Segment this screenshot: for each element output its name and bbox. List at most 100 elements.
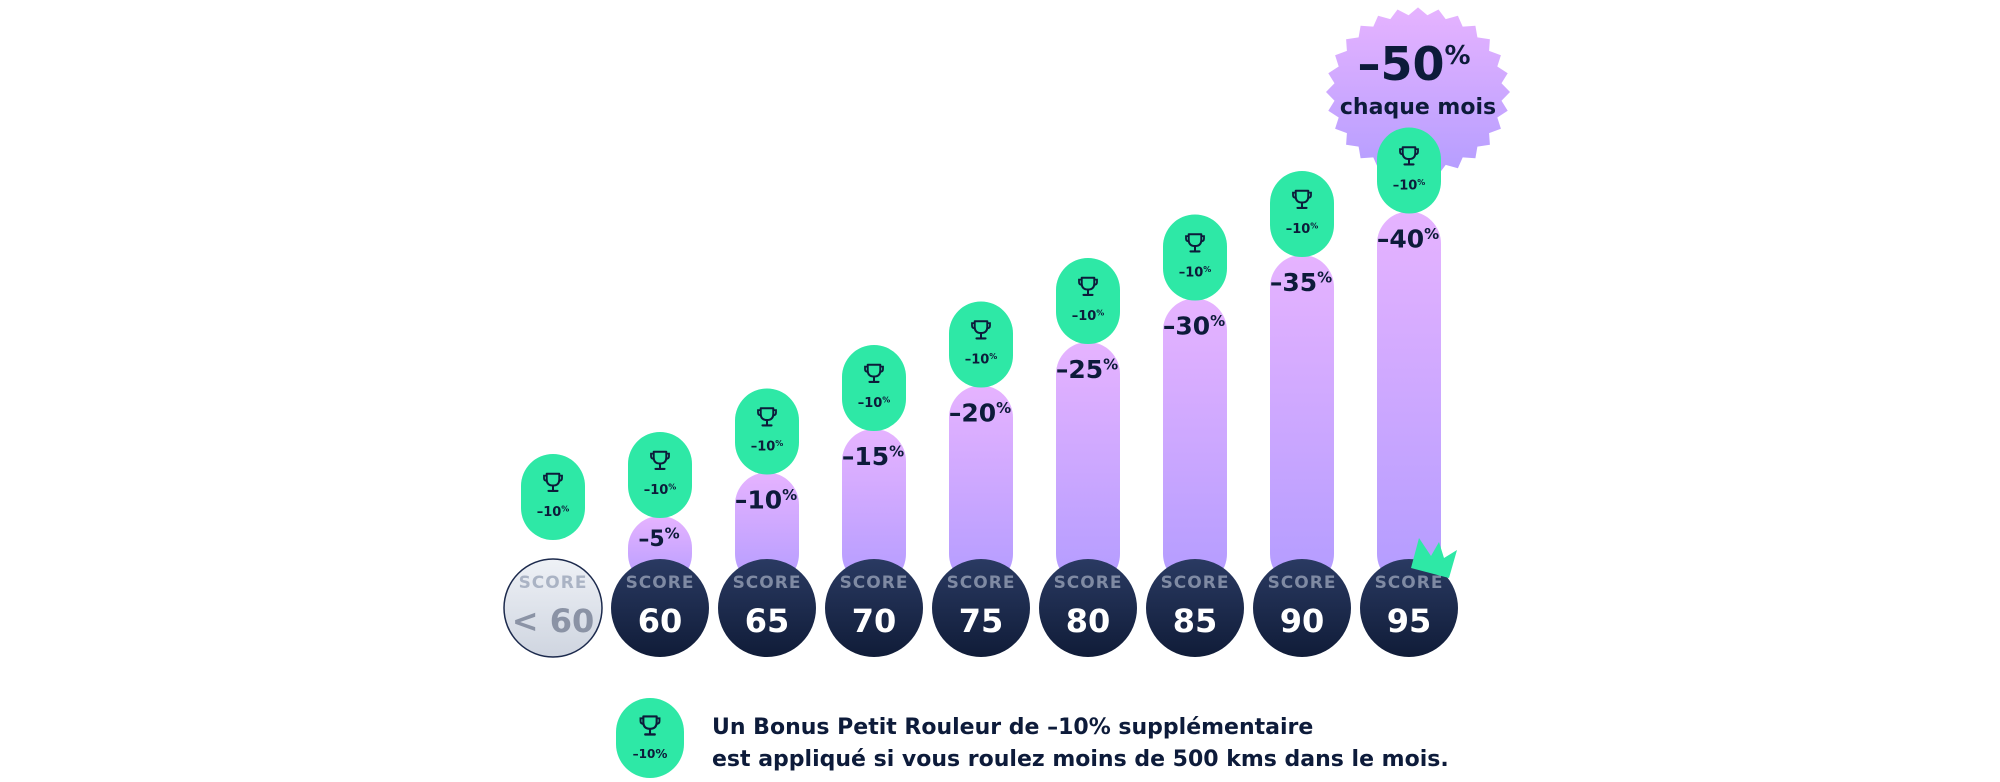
- score-circle: [718, 559, 816, 657]
- highlight-value-unit: %: [1444, 41, 1470, 71]
- bonus-label: –10%: [1179, 265, 1212, 281]
- bar-label: –10%: [735, 486, 797, 515]
- bonus-label: –10%: [1393, 178, 1426, 194]
- legend: –10% Un Bonus Petit Rouleur de –10% supp…: [616, 698, 1516, 778]
- bar-label-unit: %: [1317, 268, 1332, 286]
- bonus-pill: [949, 301, 1013, 388]
- trophy-handle-left: [1078, 278, 1083, 286]
- bonus-label: –10%: [1286, 221, 1319, 237]
- legend-line-1: Un Bonus Petit Rouleur de –10% supplémen…: [712, 715, 1314, 740]
- score-circle: [1360, 559, 1458, 657]
- bonus-label-unit: %: [668, 482, 676, 491]
- trophy-handle-right: [1093, 278, 1098, 286]
- bar-label-value: –5: [638, 527, 664, 552]
- score-value: 85: [1173, 602, 1218, 640]
- score-caption: SCORE: [626, 573, 695, 593]
- bonus-label-unit: %: [1203, 265, 1211, 274]
- bonus-pill: [1270, 171, 1334, 257]
- bonus-pill: [1163, 214, 1227, 301]
- legend-pill: [616, 698, 684, 778]
- score-value: 65: [745, 602, 790, 640]
- bar-label: –15%: [842, 442, 904, 471]
- score-circle: [503, 558, 603, 658]
- legend-bonus-badge: –10%: [616, 698, 684, 778]
- trophy-handle-left: [971, 322, 976, 330]
- bar-label-value: –20: [949, 399, 996, 428]
- bar-label-unit: %: [889, 442, 904, 460]
- bar-label-value: –30: [1163, 312, 1210, 341]
- bonus-label-unit: %: [1417, 178, 1425, 187]
- score-caption: SCORE: [1054, 573, 1123, 593]
- trophy-handle-right: [1200, 235, 1205, 243]
- score-caption: SCORE: [733, 573, 802, 593]
- trophy-handle-left: [650, 452, 655, 460]
- bonus-label-unit: %: [775, 439, 783, 448]
- legend-badge-label: –10%: [633, 747, 668, 761]
- score-circle: [932, 559, 1030, 657]
- trophy-handle-left: [639, 717, 645, 725]
- trophy-handle-left: [1399, 148, 1404, 156]
- score-circle: [1146, 559, 1244, 657]
- bonus-label-unit: %: [882, 395, 890, 404]
- highlight-caption: chaque mois: [1340, 95, 1496, 120]
- score-caption: SCORE: [519, 573, 588, 593]
- bonus-label-value: –10: [1179, 266, 1204, 281]
- bar-label: –5%: [638, 524, 679, 552]
- trophy-handle-left: [543, 474, 548, 482]
- score-circle: [611, 559, 709, 657]
- bar: [1377, 211, 1441, 586]
- bonus-label-unit: %: [989, 352, 997, 361]
- bar: [842, 429, 906, 586]
- score-caption: SCORE: [1375, 573, 1444, 593]
- trophy-handle-right: [1307, 191, 1312, 199]
- highlight-badge: [1326, 7, 1510, 177]
- bonus-label-value: –10: [1072, 309, 1097, 324]
- bar: [735, 472, 799, 586]
- bonus-label-value: –10: [1286, 222, 1311, 237]
- trophy-handle-right: [1414, 148, 1419, 156]
- score-value: 95: [1387, 602, 1432, 640]
- bar-label-value: –25: [1056, 355, 1103, 384]
- trophy-handle-left: [1185, 235, 1190, 243]
- score-caption: SCORE: [947, 573, 1016, 593]
- trophy-handle-left: [757, 409, 762, 417]
- bar-label-unit: %: [996, 399, 1011, 417]
- bonus-label-value: –10: [1393, 179, 1418, 194]
- bonus-label-unit: %: [1096, 308, 1104, 317]
- bar-label: –25%: [1056, 355, 1118, 384]
- bar-label-unit: %: [665, 524, 680, 542]
- trophy-handle-left: [864, 365, 869, 373]
- score-value: 80: [1066, 602, 1111, 640]
- bonus-label: –10%: [751, 439, 784, 455]
- bonus-label: –10%: [965, 352, 998, 368]
- bar-label-unit: %: [1103, 355, 1118, 373]
- bonus-pill: [842, 345, 906, 431]
- bar-label-unit: %: [1210, 312, 1225, 330]
- trophy-handle-right: [772, 409, 777, 417]
- bar-label-value: –35: [1270, 268, 1317, 297]
- trophy-handle-right: [655, 717, 661, 725]
- score-value: 90: [1280, 602, 1325, 640]
- crown-icon: [1411, 538, 1457, 578]
- bonus-label: –10%: [1072, 308, 1105, 324]
- bonus-label-unit: %: [561, 504, 569, 513]
- trophy-handle-right: [986, 322, 991, 330]
- bar: [1270, 255, 1334, 586]
- trophy-handle-right: [665, 452, 670, 460]
- bonus-pill: [1377, 127, 1441, 214]
- bar-label: –35%: [1270, 268, 1332, 297]
- bar: [1163, 298, 1227, 586]
- bonus-label: –10%: [537, 504, 570, 520]
- score-circle: [1253, 559, 1351, 657]
- score-value: 60: [638, 602, 683, 640]
- bonus-label-value: –10: [751, 440, 776, 455]
- trophy-handle-right: [558, 474, 563, 482]
- bonus-label-value: –10: [537, 505, 562, 520]
- bonus-label-value: –10: [965, 353, 990, 368]
- bonus-pill: [628, 432, 692, 518]
- bar: [949, 385, 1013, 586]
- score-caption: SCORE: [840, 573, 909, 593]
- score-circle: [1039, 559, 1137, 657]
- trophy-handle-right: [879, 365, 884, 373]
